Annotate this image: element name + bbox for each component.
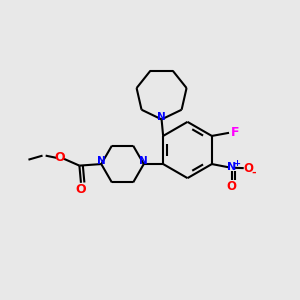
Text: N: N	[140, 156, 148, 166]
Text: N: N	[226, 162, 236, 172]
Text: O: O	[227, 180, 237, 194]
Text: +: +	[233, 159, 240, 168]
Text: N: N	[157, 112, 166, 122]
Text: -: -	[251, 167, 256, 178]
Text: N: N	[97, 156, 106, 166]
Text: O: O	[76, 183, 86, 196]
Text: F: F	[230, 126, 239, 139]
Text: O: O	[54, 151, 65, 164]
Text: O: O	[243, 162, 254, 175]
